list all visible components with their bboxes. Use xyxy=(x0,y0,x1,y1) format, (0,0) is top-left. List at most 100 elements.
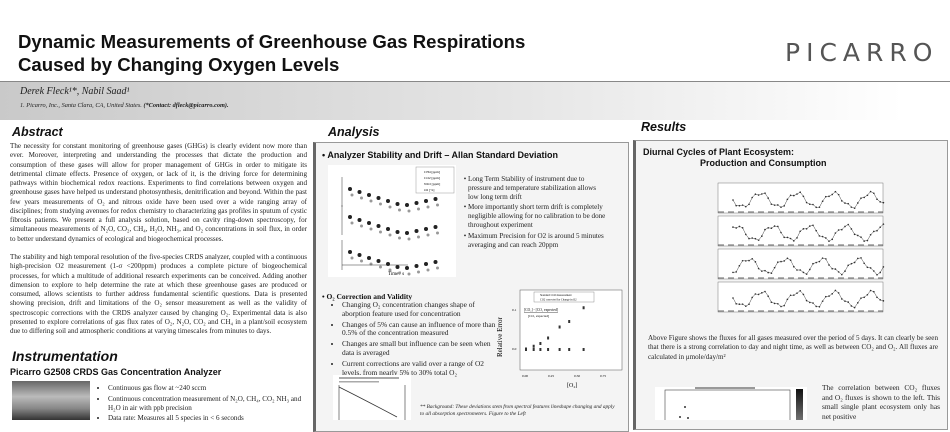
svg-text:0.75: 0.75 xyxy=(600,374,606,378)
allan-deviation-figure: Time / s CH4 [ppm] CO2 [ppm] N2O [ppm] O… xyxy=(328,165,456,277)
data-point xyxy=(395,230,400,234)
data-point xyxy=(367,256,371,260)
data-point xyxy=(386,227,390,231)
data-point xyxy=(436,203,439,207)
picarro-logo: PICARRO xyxy=(785,38,939,67)
o2-heading: • O₂ Correction and Validity xyxy=(322,292,413,301)
background-note: ** Background: These deviations stem fro… xyxy=(420,404,615,417)
data-point xyxy=(376,196,381,200)
correlation-paragraph: The correlation between CO₂ fluxes and O… xyxy=(822,383,940,421)
data-point xyxy=(348,187,352,191)
poster-title: Dynamic Measurements of Greenhouse Gas R… xyxy=(18,31,526,75)
data-point xyxy=(414,201,419,205)
data-point xyxy=(367,221,371,225)
data-point xyxy=(379,265,382,269)
svg-text:0.00: 0.00 xyxy=(522,374,528,378)
data-point xyxy=(407,209,411,213)
data-point xyxy=(395,202,400,206)
panel-frame xyxy=(717,248,884,280)
data-point xyxy=(424,227,428,231)
data-point xyxy=(568,348,571,351)
data-point xyxy=(360,196,363,200)
data-point xyxy=(424,262,428,266)
data-point xyxy=(417,235,420,239)
svg-text:0.0: 0.0 xyxy=(512,347,517,351)
svg-text:O2 [%]: O2 [%] xyxy=(424,188,434,192)
data-point xyxy=(348,215,352,219)
results-heading: Results xyxy=(641,120,687,134)
data-point xyxy=(532,348,535,351)
data-point xyxy=(398,271,401,275)
data-point xyxy=(398,208,401,212)
data-point xyxy=(350,193,354,197)
relerr-ylabel: Relative Error xyxy=(496,316,504,357)
data-point xyxy=(357,218,362,222)
data-point xyxy=(405,203,409,207)
instrumentation-heading: Instrumentation xyxy=(12,348,118,364)
data-point xyxy=(547,348,550,351)
data-point xyxy=(405,266,409,270)
relerr-annotation: [CO₂] - [CO₂ expected] xyxy=(524,308,558,312)
svg-text:[CO₂ expected]: [CO₂ expected] xyxy=(528,314,549,318)
data-point xyxy=(407,237,411,241)
data-point xyxy=(360,224,363,228)
data-point xyxy=(357,253,362,257)
relerr-legend xyxy=(533,291,595,303)
svg-text:0.1: 0.1 xyxy=(512,308,517,312)
abstract-paragraph: The stability and high temporal resoluti… xyxy=(10,253,307,335)
results-paragraph: Above Figure shows the fluxes for all ga… xyxy=(648,334,938,361)
analyzer-photo xyxy=(12,381,90,420)
data-point xyxy=(360,259,363,263)
data-point xyxy=(558,325,561,329)
data-point xyxy=(414,264,419,268)
data-point xyxy=(426,268,430,272)
data-point xyxy=(386,262,390,266)
flux-line xyxy=(732,257,884,276)
data-point xyxy=(348,250,352,254)
data-point xyxy=(369,227,373,231)
svg-text:CO2 [ppm]: CO2 [ppm] xyxy=(424,176,440,180)
data-point xyxy=(405,231,409,235)
co2-o2-correlation-figure xyxy=(655,387,807,420)
data-point xyxy=(376,224,381,228)
o2-sensitivity-figure xyxy=(333,375,411,420)
allan-xlabel: Time / s xyxy=(388,272,404,277)
data-point xyxy=(379,202,382,206)
data-point xyxy=(433,197,438,201)
data-point xyxy=(376,259,381,263)
data-point xyxy=(398,236,401,240)
data-point xyxy=(417,207,420,211)
data-point xyxy=(568,320,571,323)
results-figure-subtitle: Production and Consumption xyxy=(700,158,827,168)
panel-frame xyxy=(717,182,884,214)
data-point xyxy=(558,348,561,351)
data-point xyxy=(532,344,535,348)
data-point xyxy=(350,256,354,260)
data-point xyxy=(357,190,362,194)
data-point xyxy=(582,348,585,351)
author-band xyxy=(0,82,950,120)
authors: Derek Fleck¹*, Nabil Saad¹ xyxy=(20,86,130,97)
data-point xyxy=(436,266,439,270)
svg-text:N2O [ppm]: N2O [ppm] xyxy=(424,182,440,186)
data-point xyxy=(417,270,420,274)
data-point xyxy=(582,306,585,310)
affiliation: 1. Picarro, Inc., Santa Clara, CA, Unite… xyxy=(20,102,229,109)
data-point xyxy=(436,231,439,235)
data-point xyxy=(433,260,438,264)
data-point xyxy=(539,342,542,345)
data-point xyxy=(395,265,400,269)
data-point xyxy=(426,205,430,209)
data-point xyxy=(388,268,392,272)
flux-line xyxy=(732,191,884,209)
data-point xyxy=(379,230,382,234)
allan-legend xyxy=(415,166,455,194)
data-point xyxy=(350,221,354,225)
svg-text:CH4 [ppm]: CH4 [ppm] xyxy=(424,170,440,174)
data-point xyxy=(525,348,527,351)
divider xyxy=(0,81,950,82)
instrument-subheading: Picarro G2508 CRDS Gas Concentration Ana… xyxy=(10,367,222,377)
data-point xyxy=(547,336,550,340)
svg-text:0.50: 0.50 xyxy=(574,374,580,378)
abstract-heading: Abstract xyxy=(12,125,63,139)
